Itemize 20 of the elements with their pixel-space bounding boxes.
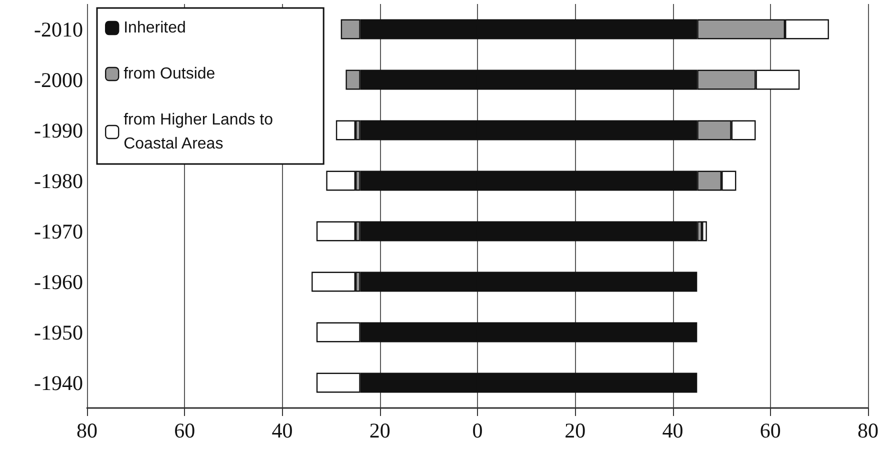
y-tick-label: -2000 [34, 68, 83, 92]
x-tick-label: 80 [76, 418, 98, 442]
legend-label: Inherited [124, 20, 186, 36]
x-tick-label: 60 [174, 418, 196, 442]
x-tick-label: 80 [858, 418, 878, 442]
legend-label: from Higher Lands to Coastal Areas [124, 112, 278, 152]
y-tick-label: -1960 [34, 270, 83, 294]
y-tick-label: -1980 [34, 168, 83, 193]
y-tick-label: -1970 [34, 219, 83, 244]
legend-label: from Outside [124, 66, 216, 82]
y-tick-label: -1940 [34, 370, 83, 395]
y-tick-label: -1990 [34, 118, 83, 142]
x-tick-label: 60 [760, 418, 781, 442]
x-tick-label: 20 [369, 418, 390, 442]
y-tick-label: -2010 [34, 17, 83, 42]
x-tick-label: 40 [662, 418, 684, 442]
y-tick-label: -1950 [34, 320, 83, 344]
x-tick-label: 20 [564, 418, 586, 442]
x-tick-label: 40 [272, 418, 293, 442]
x-tick-label: 0 [472, 418, 483, 442]
